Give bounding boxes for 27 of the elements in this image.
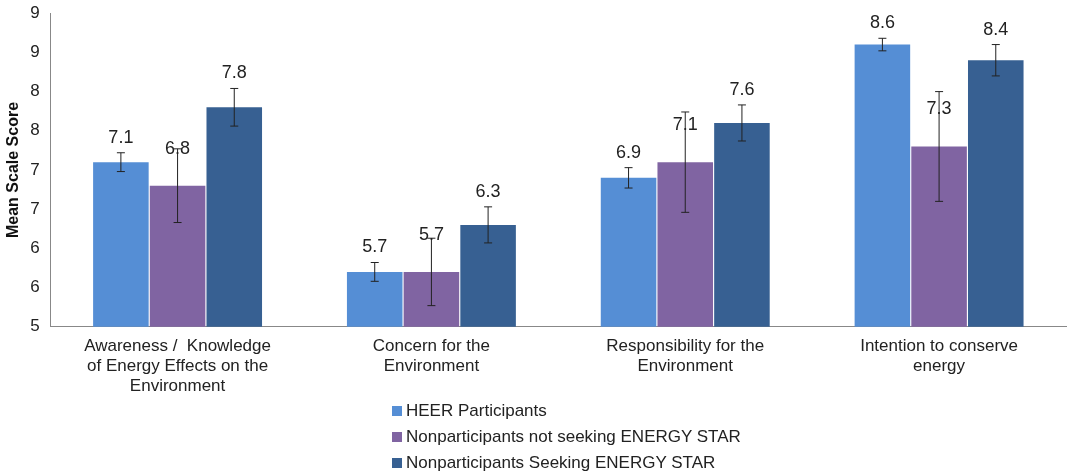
y-tick-label: 8: [30, 120, 40, 140]
data-label: 7.1: [108, 126, 134, 147]
y-tick-label: 6: [30, 238, 40, 258]
x-tick-label: Intention to conserve energy: [860, 335, 1018, 376]
data-label: 6.8: [165, 137, 191, 158]
legend-label: Nonparticipants Seeking ENERGY STAR: [406, 453, 716, 473]
data-label: 6.9: [616, 141, 642, 162]
legend-label: Nonparticipants not seeking ENERGY STAR: [406, 427, 741, 447]
data-label: 5.7: [362, 236, 388, 257]
legend-label: HEER Participants: [406, 401, 547, 421]
data-label: 5.7: [418, 223, 444, 244]
y-tick-label: 6: [30, 277, 40, 297]
y-tick-label: 8: [30, 81, 40, 101]
data-label: 8.4: [983, 18, 1009, 39]
y-tick-label: 9: [30, 42, 40, 62]
y-axis-title: Mean Scale Score: [4, 101, 22, 239]
x-tick-label: Concern for the Environment: [372, 335, 490, 376]
y-tick-label: 9: [30, 2, 40, 22]
data-label: 8.6: [869, 12, 895, 33]
x-tick-label: Awareness / Knowledge of Energy Effects on the Environment: [84, 335, 271, 396]
x-tick-label: Responsibility for the Environment: [606, 335, 765, 376]
data-label: 6.3: [475, 180, 501, 201]
y-tick-label: 5: [30, 316, 40, 336]
data-label: 7.6: [729, 78, 755, 99]
data-label: 7.8: [221, 62, 247, 83]
y-tick-label: 7: [30, 159, 40, 179]
y-tick-label: 7: [30, 198, 40, 218]
